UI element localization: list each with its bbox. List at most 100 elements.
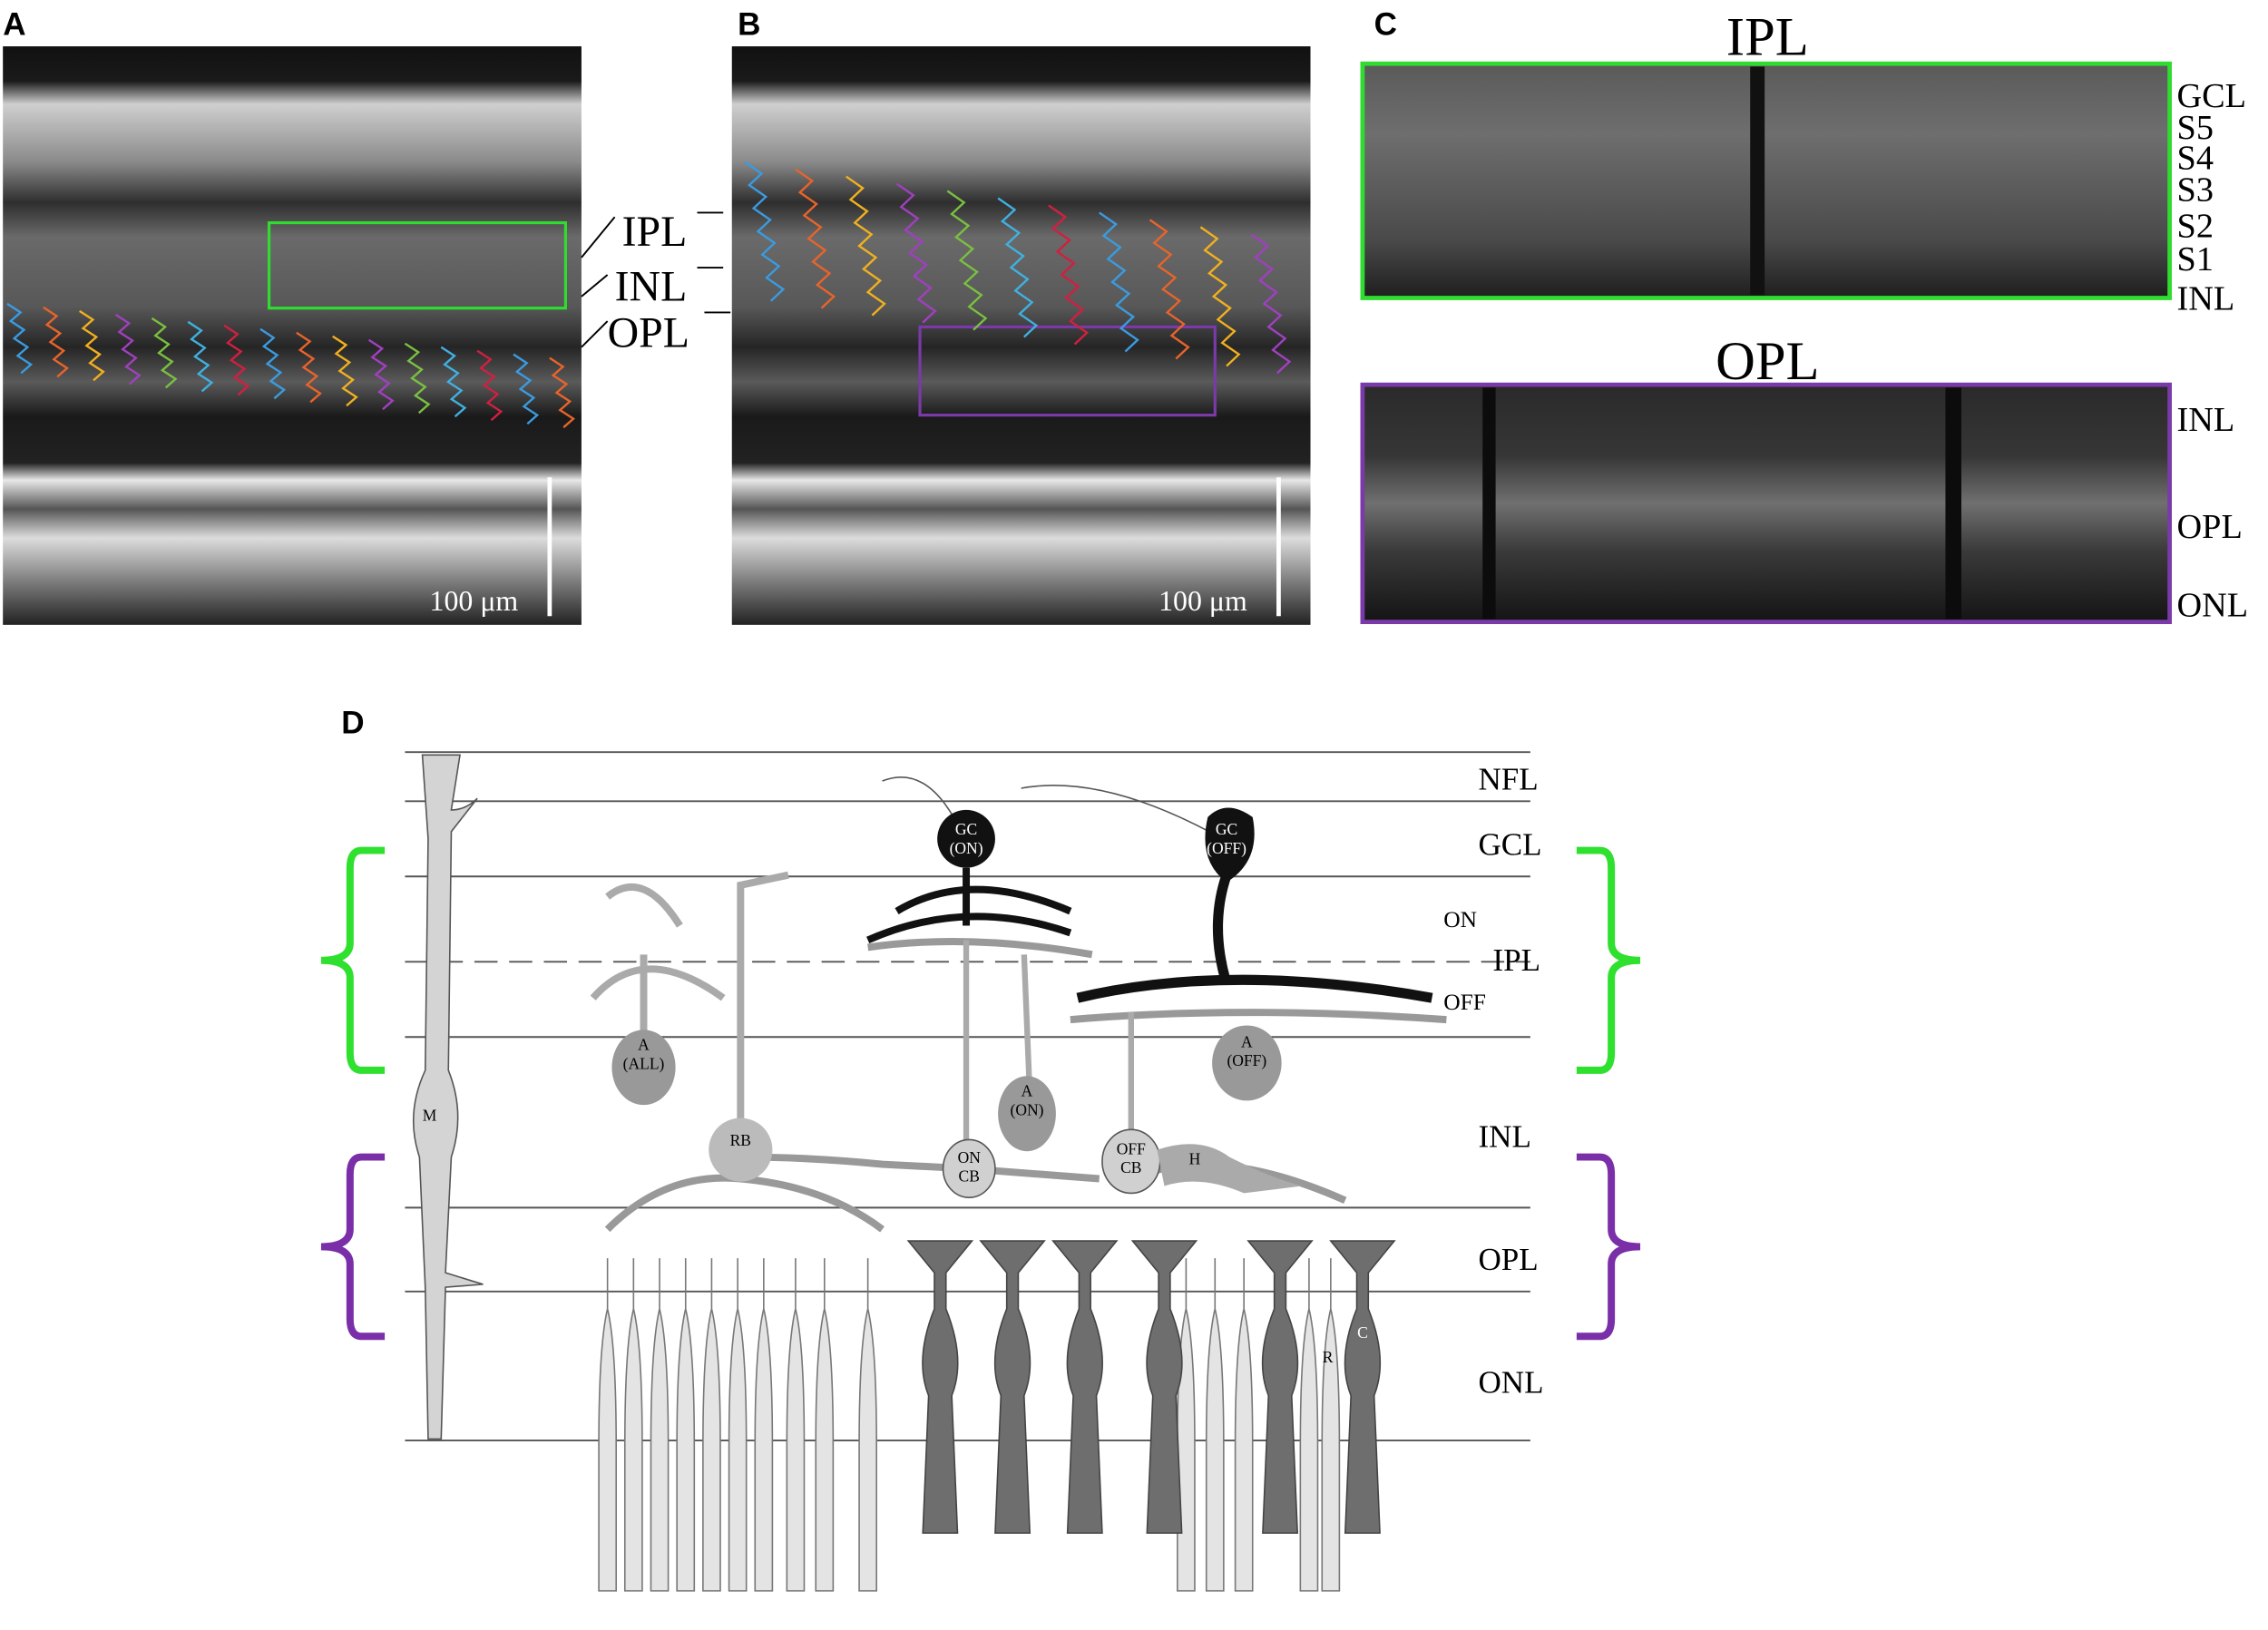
ipl-inset — [1360, 61, 2172, 300]
layer-label: INL — [2177, 279, 2235, 317]
oct-image — [3, 46, 582, 625]
panel-label: B — [738, 6, 760, 42]
cell-label: A (ON) — [1011, 1082, 1044, 1119]
profiles — [6, 161, 1292, 429]
rod — [676, 1258, 696, 1592]
cell-label-line: (ON) — [950, 839, 983, 857]
cell-label: R — [1323, 1348, 1334, 1366]
rod — [650, 1258, 670, 1592]
profile — [1048, 204, 1090, 346]
cell-label-line: R — [1323, 1348, 1334, 1366]
cone — [1329, 1240, 1396, 1534]
panel-label: D — [341, 705, 364, 740]
cone — [906, 1240, 974, 1534]
shadow — [1750, 66, 1765, 296]
profile — [367, 338, 395, 411]
cone — [1051, 1240, 1119, 1534]
cell-label-line: RB — [730, 1131, 751, 1149]
cell-label-line: GC — [1216, 820, 1237, 838]
rod — [1205, 1258, 1225, 1592]
panel-label: C — [1374, 6, 1397, 42]
ipl-box — [267, 221, 567, 310]
shadow — [1945, 387, 1961, 620]
cell-label-line: CB — [1120, 1158, 1141, 1176]
profile — [549, 356, 575, 429]
cone — [1130, 1240, 1198, 1534]
oct-image — [731, 46, 1311, 625]
layer-label: ONL — [2177, 586, 2249, 624]
profile — [440, 346, 467, 418]
rod — [858, 1258, 877, 1592]
cell-label-line: (OFF) — [1207, 839, 1246, 857]
layer-label: OPL — [1478, 1242, 1538, 1277]
rod — [623, 1258, 643, 1592]
cell-label-line: M — [423, 1107, 437, 1125]
layer-annotation: OPL — [608, 309, 689, 357]
rod — [1321, 1258, 1341, 1592]
cone — [979, 1240, 1046, 1534]
profile — [79, 309, 105, 382]
layer-label: GCL — [2177, 77, 2247, 115]
profile — [1199, 226, 1241, 367]
profile — [332, 335, 358, 407]
layer-label: GCL — [1478, 826, 1541, 862]
cell-label-line: GC — [955, 820, 977, 838]
cell-label: GC (OFF) — [1207, 820, 1246, 857]
cell-label: H — [1189, 1150, 1201, 1168]
cone — [1246, 1240, 1314, 1534]
layer-label: IPL — [1492, 942, 1540, 978]
layer-label: INL — [1478, 1118, 1530, 1154]
profile — [187, 320, 214, 393]
rod — [1299, 1258, 1319, 1592]
layer-label: INL — [2177, 401, 2235, 439]
scale-bar-label: 100 μm — [1158, 585, 1247, 617]
cell-label: M — [423, 1107, 437, 1125]
cell-label-line: C — [1357, 1323, 1368, 1342]
cell-label: A (ALL) — [623, 1036, 665, 1073]
profile — [795, 168, 836, 309]
cell-label: A (OFF) — [1227, 1032, 1266, 1069]
layer-annotation: IPL — [622, 208, 688, 256]
cell-label: ON CB — [958, 1148, 982, 1186]
layer-label: ON — [1443, 906, 1477, 932]
rod — [598, 1258, 618, 1592]
profile — [1099, 211, 1139, 353]
layer-label: S5 — [2177, 109, 2214, 147]
opl-box — [918, 325, 1217, 417]
opl-inset — [1360, 382, 2172, 625]
rod — [754, 1258, 774, 1592]
cell-label-line: A — [1241, 1032, 1253, 1050]
profile — [43, 306, 69, 378]
cell-label-line: (OFF) — [1227, 1051, 1266, 1069]
cell-label: C — [1357, 1323, 1368, 1342]
inset-title: OPL — [1716, 331, 1819, 392]
inset-title: IPL — [1726, 7, 1809, 68]
rod — [1234, 1258, 1254, 1592]
scale-bar-label: 100 μm — [430, 585, 519, 617]
profile — [404, 342, 431, 415]
layer-label: ONL — [1478, 1364, 1543, 1400]
layer-label: S1 — [2177, 240, 2214, 278]
layer-label: S3 — [2177, 171, 2214, 210]
layer-label: OFF — [1443, 989, 1486, 1015]
profile — [114, 313, 142, 386]
profile — [259, 327, 287, 400]
cell-label: GC (ON) — [950, 820, 983, 857]
profile — [1250, 233, 1292, 375]
cell-label-line: A — [638, 1036, 650, 1054]
profile — [744, 161, 786, 302]
rod — [728, 1258, 748, 1592]
layer-label: OPL — [2177, 508, 2243, 546]
cell-label-line: CB — [959, 1167, 980, 1186]
neurons — [590, 776, 1447, 1592]
cell-label-line: A — [1022, 1082, 1033, 1100]
profile — [946, 190, 988, 331]
layer-label: S2 — [2177, 208, 2214, 246]
rod — [815, 1258, 835, 1592]
cell-label: RB — [730, 1131, 751, 1149]
profile — [1149, 219, 1190, 360]
